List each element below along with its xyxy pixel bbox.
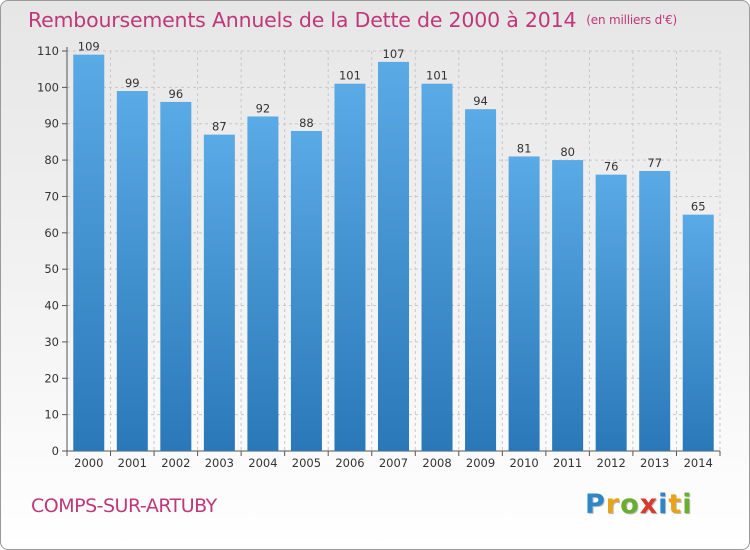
bars xyxy=(73,54,714,452)
y-tick-label: 60 xyxy=(44,226,59,240)
bar-2001 xyxy=(116,91,148,451)
x-tick-label: 2010 xyxy=(509,456,538,470)
chart-unit: (en milliers d'€) xyxy=(586,13,678,27)
bar-2009 xyxy=(465,109,497,451)
y-tick-label: 0 xyxy=(52,444,59,458)
data-label-2002: 96 xyxy=(169,87,184,101)
data-label-2014: 65 xyxy=(691,200,706,214)
data-label-2007: 107 xyxy=(383,47,405,61)
data-labels: 109 99 96 87 92 88 101 107 101 94 81 80 76 77 65 xyxy=(78,40,706,214)
bar-2000 xyxy=(73,54,105,452)
y-tick-label: 90 xyxy=(44,117,59,131)
y-tick-label: 20 xyxy=(44,371,59,385)
x-tick-label: 2007 xyxy=(379,456,408,470)
bar-2006 xyxy=(334,83,366,452)
x-tick-label: 2005 xyxy=(292,456,321,470)
x-tick-label: 2008 xyxy=(422,456,451,470)
bar-2005 xyxy=(290,131,322,451)
y-tick-label: 50 xyxy=(44,262,59,276)
bar-2013 xyxy=(639,171,671,451)
x-tick-label: 2013 xyxy=(640,456,669,470)
data-label-2009: 94 xyxy=(473,94,488,108)
bar-2011 xyxy=(552,160,584,451)
data-label-2012: 76 xyxy=(604,160,619,174)
x-tick-label: 2011 xyxy=(553,456,582,470)
data-label-2003: 87 xyxy=(212,120,227,134)
y-tick-label: 70 xyxy=(44,189,59,203)
x-tick-label: 2004 xyxy=(248,456,277,470)
bar-2004 xyxy=(247,116,279,452)
data-label-2011: 80 xyxy=(560,145,575,159)
bar-2002 xyxy=(160,101,192,451)
x-tick-label: 2006 xyxy=(335,456,364,470)
proxiti-logo[interactable]: Proxiti xyxy=(585,489,693,520)
bar-2014 xyxy=(682,214,714,451)
bar-2010 xyxy=(508,156,540,452)
data-label-2004: 92 xyxy=(256,101,271,115)
x-tick-label: 2012 xyxy=(597,456,626,470)
bar-2003 xyxy=(203,134,235,452)
y-tick-label: 80 xyxy=(44,153,59,167)
data-label-2001: 99 xyxy=(125,76,140,90)
axes: 0 10 20 30 40 50 60 70 80 90 100 110 2000 2001 2002 200… xyxy=(37,44,721,470)
bar-2007 xyxy=(378,61,409,452)
y-tick-label: 100 xyxy=(37,80,59,94)
bar-2008 xyxy=(421,83,453,452)
data-label-2000: 109 xyxy=(78,40,100,54)
x-tick-label: 2002 xyxy=(161,456,190,470)
data-label-2013: 77 xyxy=(647,156,662,170)
bar-2012 xyxy=(595,174,627,452)
y-tick-label: 30 xyxy=(44,335,59,349)
y-tick-label: 110 xyxy=(37,44,59,58)
x-tick-label: 2003 xyxy=(205,456,234,470)
chart-title: Remboursements Annuels de la Dette de 20… xyxy=(28,8,677,32)
chart-title-text: Remboursements Annuels de la Dette de 20… xyxy=(28,8,577,32)
data-label-2010: 81 xyxy=(517,141,532,155)
y-tick-label: 10 xyxy=(44,408,59,422)
x-tick-label: 2001 xyxy=(118,456,147,470)
data-label-2008: 101 xyxy=(426,69,448,83)
commune-name: COMPS-SUR-ARTUBY xyxy=(31,495,217,517)
data-label-2006: 101 xyxy=(339,69,361,83)
x-tick-label: 2014 xyxy=(684,456,713,470)
y-tick-label: 40 xyxy=(44,299,59,313)
data-label-2005: 88 xyxy=(299,116,314,130)
x-tick-label: 2009 xyxy=(466,456,495,470)
x-tick-label: 2000 xyxy=(74,456,103,470)
